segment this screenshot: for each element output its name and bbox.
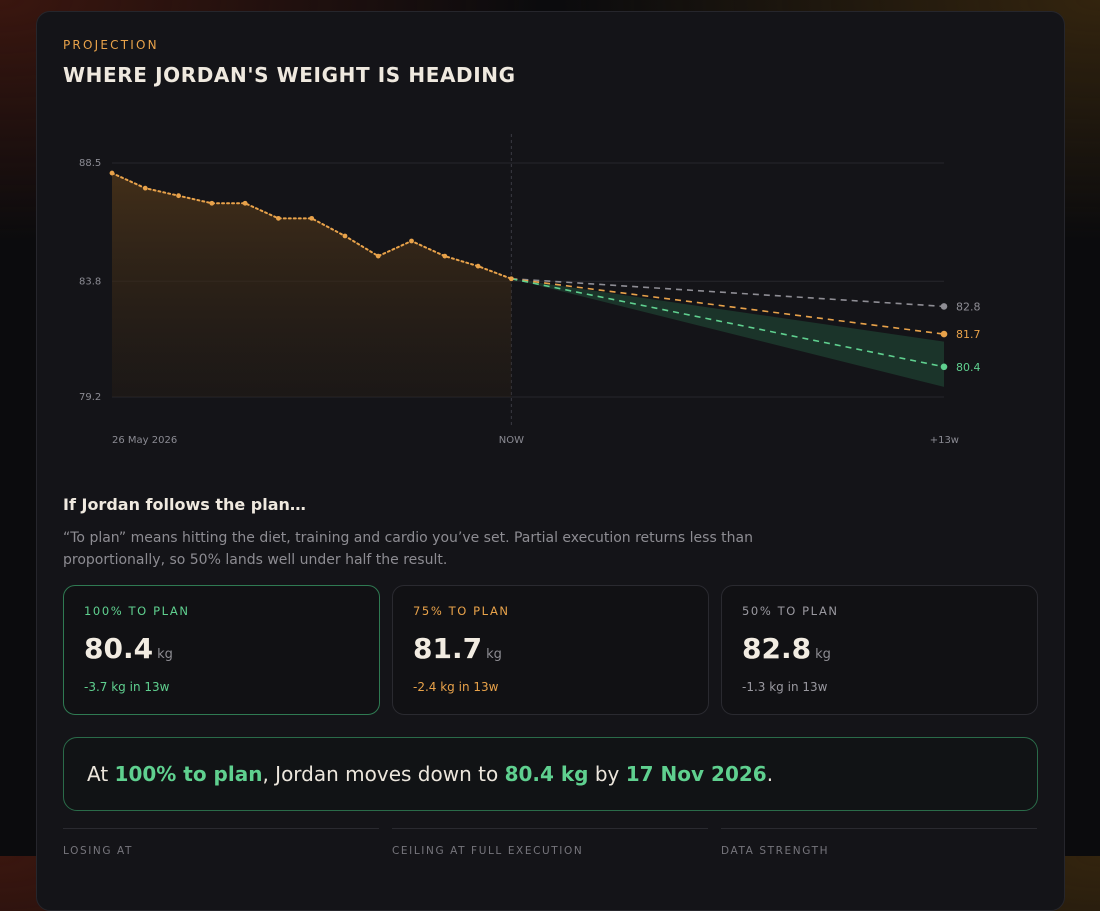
summary-text: by <box>588 762 626 786</box>
weight-projection-chart: 88.5 83.8 79.2 26 May 2026 NOW +13w 82.8 81.7 80… <box>79 134 981 446</box>
stat-label: CEILING AT FULL EXECUTION <box>392 845 584 857</box>
scenario-card-100[interactable]: 100% TO PLAN 80.4 kg -3.7 kg in 13w <box>63 585 380 715</box>
history-point <box>209 200 215 206</box>
page-title: WHERE JORDAN'S WEIGHT IS HEADING <box>63 63 516 87</box>
history-point <box>342 233 348 239</box>
stat-label: LOSING AT <box>63 845 134 857</box>
x-tick-label-start: 26 May 2026 <box>112 435 177 446</box>
scenario-delta: -3.7 kg in 13w <box>84 680 170 694</box>
history-area <box>112 173 512 397</box>
summary-text: , Jordan moves down to <box>262 762 505 786</box>
scenario-card-50[interactable]: 50% TO PLAN 82.8 kg -1.3 kg in 13w <box>721 585 1038 715</box>
section-eyebrow: PROJECTION <box>63 38 159 52</box>
x-tick-label-end: +13w <box>930 435 959 446</box>
stat-data-strength: DATA STRENGTH <box>721 828 1037 857</box>
y-tick-label: 79.2 <box>79 392 101 403</box>
plan-section-description: “To plan” means hitting the diet, traini… <box>63 530 753 568</box>
summary-text: At <box>87 762 115 786</box>
scenario-label: 50% TO PLAN <box>742 604 839 618</box>
history-point <box>276 215 281 221</box>
scenario-card-75[interactable]: 75% TO PLAN 81.7 kg -2.4 kg in 13w <box>392 585 709 715</box>
summary-text: . <box>766 762 774 786</box>
scenario-delta: -1.3 kg in 13w <box>742 680 828 694</box>
plan-section-title: If Jordan follows the plan… <box>63 495 306 514</box>
projection-summary: At 100% to plan, Jordan moves down to 80… <box>63 737 1038 811</box>
projection-band <box>511 278 944 387</box>
projection-card: PROJECTION WHERE JORDAN'S WEIGHT IS HEAD… <box>36 11 1065 911</box>
stat-label: DATA STRENGTH <box>721 845 830 857</box>
scenario-label: 100% TO PLAN <box>84 604 190 618</box>
stat-losing-at: LOSING AT <box>63 828 379 857</box>
x-tick-label-now: NOW <box>499 435 524 446</box>
projection-end-label: 80.4 <box>956 361 981 374</box>
history-point <box>109 170 115 176</box>
scenario-label: 75% TO PLAN <box>413 604 510 618</box>
stat-ceiling: CEILING AT FULL EXECUTION <box>392 828 708 857</box>
summary-scenario: 100% to plan <box>114 762 263 786</box>
summary-date: 17 Nov 2026 <box>625 762 767 786</box>
history-point <box>309 215 315 221</box>
projection-end-label: 81.7 <box>956 328 981 341</box>
projection-endpoint-100% <box>940 363 948 371</box>
history-point <box>475 263 481 269</box>
history-point <box>176 193 181 199</box>
scenario-value: 80.4 kg <box>84 632 173 665</box>
history-point <box>142 185 148 191</box>
y-tick-label: 83.8 <box>79 276 101 287</box>
projection-endpoint-75% <box>940 330 948 338</box>
projection-endpoint-50% <box>940 303 948 310</box>
scenario-value: 81.7 kg <box>413 632 502 665</box>
history-point <box>375 253 381 259</box>
history-point <box>409 238 414 244</box>
history-point <box>508 276 514 282</box>
projection-line-100% <box>511 277 945 368</box>
history-point <box>242 200 248 206</box>
scenario-delta: -2.4 kg in 13w <box>413 680 499 694</box>
scenario-value: 82.8 kg <box>742 632 831 665</box>
summary-weight: 80.4 kg <box>504 762 589 786</box>
y-tick-label: 88.5 <box>79 158 101 169</box>
history-point <box>442 253 448 259</box>
projection-end-label: 82.8 <box>956 300 981 313</box>
projection-line-75% <box>511 277 945 335</box>
